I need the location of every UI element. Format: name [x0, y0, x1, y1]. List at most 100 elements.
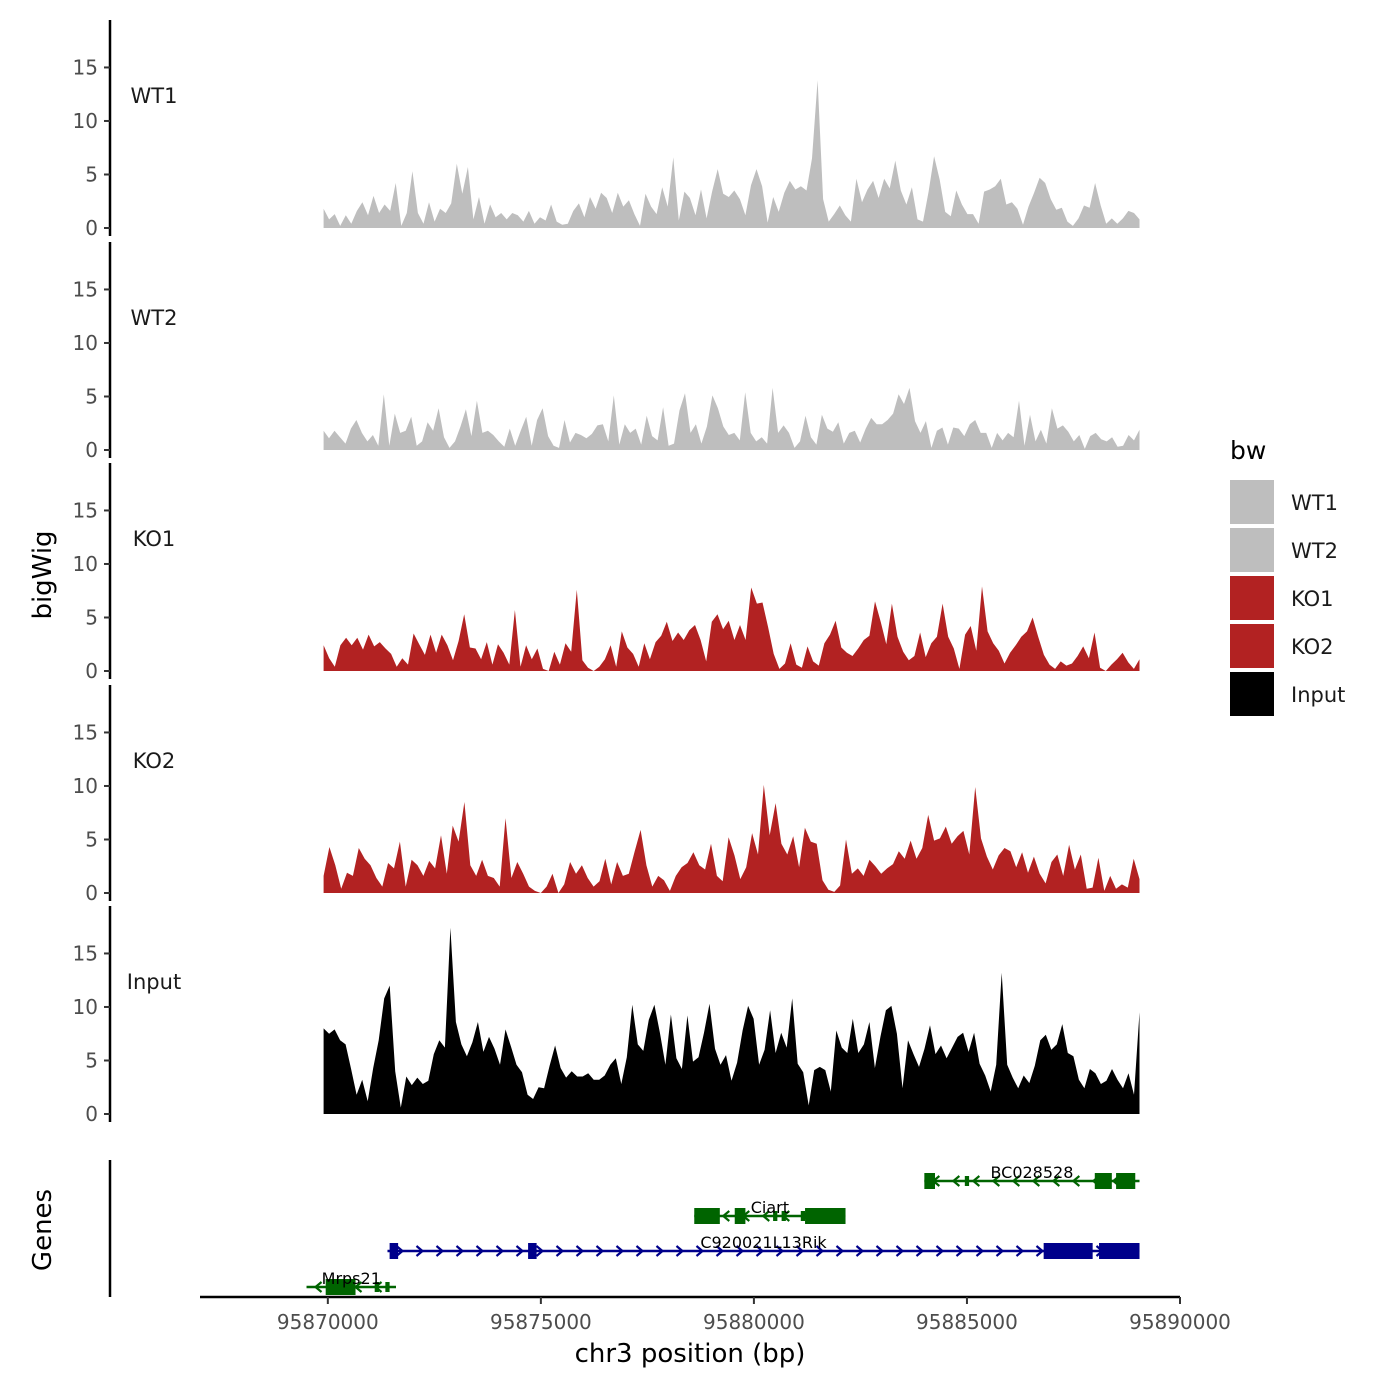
- y-tick-label: 10: [73, 995, 98, 1019]
- strand-arrow: [971, 1175, 981, 1187]
- strand-arrow: [915, 1245, 925, 1257]
- legend-title: bw: [1230, 436, 1266, 465]
- strand-arrow: [955, 1245, 965, 1257]
- gene-exon: [781, 1211, 786, 1221]
- legend-key-input: [1230, 672, 1274, 716]
- signal-area-ko2: [323, 784, 1140, 893]
- gene-exon: [325, 1279, 356, 1295]
- strand-arrow: [875, 1245, 885, 1257]
- track-label: WT1: [131, 84, 178, 108]
- y-tick-label: 15: [73, 498, 98, 522]
- gene-exon: [773, 1211, 778, 1221]
- y-tick-label: 0: [85, 216, 98, 240]
- track-label: KO1: [133, 527, 176, 551]
- y-tick-label: 15: [73, 941, 98, 965]
- gene-exon: [1043, 1243, 1093, 1259]
- legend-label: KO2: [1291, 635, 1334, 659]
- gene-exon: [1094, 1173, 1112, 1189]
- legend-label: KO1: [1291, 587, 1334, 611]
- gene-exon: [385, 1282, 390, 1292]
- x-tick-label: 95870000: [277, 1310, 379, 1334]
- track-wt1: 0 5 10 15 WT1: [73, 20, 1140, 240]
- strand-arrow: [975, 1245, 985, 1257]
- track-ko2: 0 5 10 15 KO2: [73, 685, 1140, 905]
- strand-arrow: [795, 1245, 805, 1257]
- y-axis-title: bigWig: [28, 530, 58, 619]
- signal-tracks: 0 5 10 15 WT1 0 5 10 15 WT2 0 5 10 15 KO1 0 5 10 15 KO2 0 5 10…: [73, 20, 1140, 1126]
- track-input: 0 5 10 15 Input: [73, 906, 1140, 1126]
- strand-arrow: [353, 1281, 363, 1293]
- strand-arrow: [855, 1245, 865, 1257]
- strand-arrow: [1051, 1175, 1061, 1187]
- strand-arrow: [575, 1245, 585, 1257]
- signal-area-wt1: [323, 80, 1140, 228]
- strand-arrow: [435, 1245, 445, 1257]
- gene-annotation-track: BC028528 Ciart C920021L13Rik Mrps21: [108, 1160, 1140, 1297]
- strand-arrow: [535, 1245, 545, 1257]
- y-tick-label: 0: [85, 1102, 98, 1126]
- y-tick-label: 15: [73, 277, 98, 301]
- y-tick-label: 10: [73, 552, 98, 576]
- track-label: Input: [127, 970, 181, 994]
- gene-ciart: Ciart: [694, 1198, 846, 1224]
- strand-arrow: [1071, 1175, 1081, 1187]
- signal-area-ko1: [323, 586, 1140, 671]
- gene-exon: [924, 1173, 935, 1189]
- strand-arrow: [775, 1245, 785, 1257]
- y-tick-label: 5: [85, 162, 98, 186]
- gene-exon: [528, 1243, 537, 1259]
- strand-arrow: [615, 1245, 625, 1257]
- strand-arrow: [635, 1245, 645, 1257]
- genes-axis-title: Genes: [28, 1189, 58, 1271]
- y-tick-label: 0: [85, 438, 98, 462]
- legend-label: WT2: [1291, 539, 1338, 563]
- y-tick-label: 10: [73, 774, 98, 798]
- y-tick-label: 5: [85, 827, 98, 851]
- signal-area-input: [323, 927, 1140, 1114]
- y-tick-label: 15: [73, 55, 98, 79]
- x-tick-label: 95875000: [490, 1310, 592, 1334]
- strand-arrow: [761, 1210, 770, 1222]
- gene-mrps21: Mrps21: [306, 1269, 396, 1295]
- y-tick-label: 5: [85, 384, 98, 408]
- gene-exon: [1099, 1243, 1140, 1259]
- gene-label: BC028528: [990, 1163, 1073, 1182]
- track-ko1: 0 5 10 15 KO1: [73, 463, 1140, 683]
- strand-arrow: [1035, 1245, 1045, 1257]
- gene-exon: [694, 1208, 720, 1224]
- track-label: WT2: [131, 306, 178, 330]
- strand-arrow: [1015, 1245, 1025, 1257]
- gene-exon: [805, 1208, 846, 1224]
- legend-label: Input: [1291, 683, 1345, 707]
- y-tick-label: 5: [85, 605, 98, 629]
- track-label: KO2: [133, 749, 176, 773]
- legend-key-ko1: [1230, 576, 1274, 620]
- gene-exon: [389, 1243, 399, 1259]
- strand-arrow: [935, 1245, 945, 1257]
- x-axis: 95870000 95875000 95880000 95885000 95890000: [200, 1295, 1231, 1334]
- x-tick-label: 95890000: [1129, 1310, 1231, 1334]
- y-tick-label: 0: [85, 881, 98, 905]
- x-tick-label: 95885000: [916, 1310, 1018, 1334]
- strand-arrow: [755, 1245, 765, 1257]
- strand-arrow: [721, 1210, 730, 1222]
- gene-exon: [734, 1208, 746, 1224]
- strand-arrow: [515, 1245, 525, 1257]
- gene-exon: [800, 1211, 806, 1221]
- y-tick-label: 5: [85, 1048, 98, 1072]
- strand-arrow: [415, 1245, 425, 1257]
- legend-label: WT1: [1291, 491, 1338, 515]
- legend-key-wt1: [1230, 480, 1274, 524]
- x-axis-title: chr3 position (bp): [575, 1339, 806, 1369]
- strand-arrow: [655, 1245, 665, 1257]
- gene-label: C920021L13Rik: [700, 1233, 827, 1252]
- strand-arrow: [735, 1245, 745, 1257]
- gene-label: Mrps21: [322, 1269, 381, 1288]
- legend-key-wt2: [1230, 528, 1274, 572]
- strand-arrow: [675, 1245, 685, 1257]
- x-tick-label: 95880000: [703, 1310, 805, 1334]
- strand-arrow: [995, 1245, 1005, 1257]
- gene-label: Ciart: [751, 1198, 789, 1217]
- track-wt2: 0 5 10 15 WT2: [73, 242, 1140, 462]
- signal-area-wt2: [323, 387, 1140, 450]
